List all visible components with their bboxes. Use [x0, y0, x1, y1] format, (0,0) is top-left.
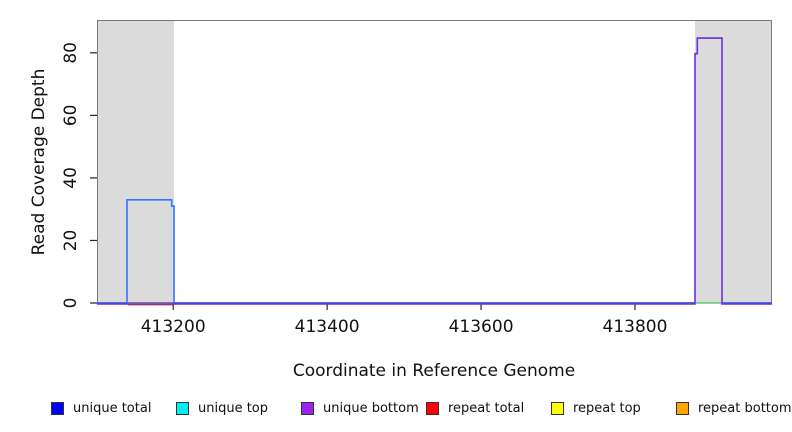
y-tick-label: 20 — [61, 230, 81, 252]
legend-label: repeat top — [573, 400, 641, 416]
y-tick-label: 60 — [61, 105, 81, 127]
legend-swatch — [426, 401, 439, 415]
legend-label: unique total — [73, 400, 152, 416]
x-tick-label: 413400 — [295, 317, 360, 337]
series-unique-total — [97, 199, 772, 304]
legend: unique total unique top unique bottom repea… — [0, 397, 792, 423]
x-tick-label: 413600 — [449, 317, 514, 337]
chart-layers: 0 20 40 60 80 413200 413400 413600 413800 — [61, 20, 772, 337]
legend-swatch — [551, 401, 564, 415]
y-tick-label: 40 — [61, 167, 81, 189]
legend-swatch — [176, 401, 189, 415]
legend-item-repeat-total: repeat total — [426, 397, 524, 419]
legend-item-unique-total: unique total — [51, 397, 151, 419]
x-tick-label: 413800 — [603, 317, 668, 337]
y-tick-label: 80 — [61, 42, 81, 64]
shaded-repeat-region — [695, 20, 772, 303]
series-unique-bottom — [97, 37, 772, 305]
shaded-repeat-region — [97, 20, 174, 303]
legend-item-repeat-top: repeat top — [551, 397, 641, 419]
legend-item-repeat-bottom: repeat bottom — [676, 397, 792, 419]
legend-item-unique-bottom: unique bottom — [301, 397, 419, 419]
legend-label: unique top — [198, 400, 269, 416]
legend-item-unique-top: unique top — [176, 397, 268, 419]
y-tick-label: 0 — [61, 298, 81, 309]
legend-swatch — [676, 401, 689, 415]
y-axis-title: Read Coverage Depth — [29, 69, 49, 256]
x-tick-label: 413200 — [141, 317, 206, 337]
legend-label: unique bottom — [323, 400, 419, 416]
plot-box — [97, 20, 772, 303]
legend-swatch — [51, 401, 64, 415]
legend-swatch — [301, 401, 314, 415]
x-axis-title: Coordinate in Reference Genome — [293, 361, 575, 381]
legend-label: repeat bottom — [698, 400, 792, 416]
legend-label: repeat total — [448, 400, 525, 416]
